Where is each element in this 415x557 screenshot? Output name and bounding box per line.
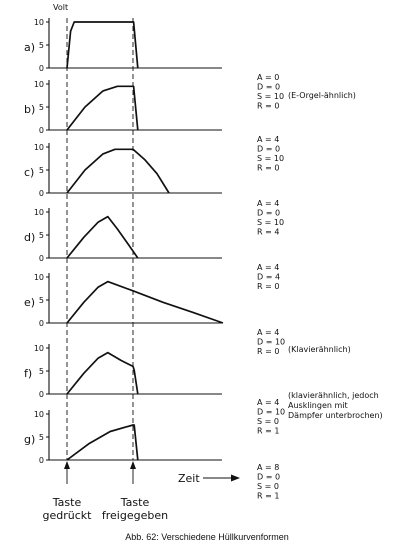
envelope-curve [66,424,139,461]
key-press-label-line2: gedrückt [43,509,93,522]
param-text: R = 0 [257,164,279,173]
param-text: R = 4 [257,228,279,237]
y-tick-label: 0 [39,189,44,198]
y-unit-label: Volt [53,3,68,12]
key-release-label-line1: Taste [120,496,150,509]
note-text: Ausklingen mit [288,401,348,410]
param-text: S = 10 [257,218,284,227]
panel-label: e) [24,296,35,309]
param-text: D = 0 [257,145,280,154]
y-tick-label: 0 [39,319,44,328]
param-text: A = 4 [257,328,279,337]
note-text: Dämpfer unterbrochen) [288,411,383,420]
envelope-curve [66,85,139,131]
note-text: (E-Orgel-ähnlich) [288,91,356,100]
y-tick-label: 10 [34,273,44,282]
time-axis-label: Zeit [178,472,240,485]
param-text: D = 0 [257,209,280,218]
panel-label: d) [24,231,35,244]
time-label: Zeit [178,472,200,485]
y-tick-label: 10 [34,143,44,152]
param-text: D = 4 [257,273,280,282]
param-text: A = 4 [257,263,279,272]
note-text: (Klavierähnlich) [288,345,351,354]
panel-label: a) [24,41,35,54]
envelope-curve [66,148,170,194]
param-text: R = 0 [257,282,279,291]
y-tick-label: 0 [39,64,44,73]
param-text: A = 4 [257,199,279,208]
param-text: D = 0 [257,83,280,92]
y-tick-label: 5 [39,41,44,50]
param-text: D = 10 [257,408,285,417]
panel-label: f) [24,367,32,380]
param-text: D = 10 [257,338,285,347]
y-tick-label: 5 [39,166,44,175]
panel-label: g) [24,433,35,446]
param-text: R = 0 [257,102,279,111]
y-tick-label: 5 [39,103,44,112]
envelope-panel: f) 0 5 10 A = 4D = 10S = 0R = 1 (klavierähnli… [24,344,383,436]
param-text: S = 10 [257,154,284,163]
envelope-curve [66,215,139,259]
y-tick-label: 5 [39,433,44,442]
y-tick-label: 10 [34,410,44,419]
y-tick-label: 10 [34,208,44,217]
y-tick-label: 10 [34,18,44,27]
param-text: S = 0 [257,417,279,426]
param-text: A = 8 [257,463,279,472]
y-tick-label: 0 [39,126,44,135]
param-text: R = 0 [257,347,279,356]
y-tick-label: 0 [39,254,44,263]
note-text: (klavierähnlich, jedoch [288,391,379,400]
param-text: S = 10 [257,92,284,101]
envelope-panel: d) 0 5 10 A = 4D = 4R = 0 [24,208,280,291]
key-press-label-line1: Taste [52,496,82,509]
param-text: A = 0 [257,73,279,82]
y-tick-label: 0 [39,456,44,465]
y-tick-label: 10 [34,344,44,353]
param-text: R = 1 [257,427,279,436]
key-markers: Taste gedrückt Taste freigegeben [43,18,168,522]
envelope-curve [66,280,224,324]
panel-label: c) [24,166,34,179]
time-arrow-head [231,474,240,482]
y-tick-label: 5 [39,231,44,240]
y-tick-label: 5 [39,367,44,376]
param-text: A = 4 [257,398,279,407]
figure-caption: Abb. 62: Verschiedene Hüllkurvenformen [125,532,289,542]
key-release-label-line2: freigegeben [102,509,168,522]
param-text: D = 0 [257,473,280,482]
envelope-panel: a) 0 5 10 A = 0D = 0S = 10R = 0 (E-Orgel-ähnl… [24,18,356,111]
panel-label: b) [24,103,35,116]
y-tick-label: 0 [39,390,44,399]
y-tick-label: 5 [39,296,44,305]
y-tick-label: 10 [34,80,44,89]
param-text: S = 0 [257,482,279,491]
param-text: A = 4 [257,135,279,144]
envelope-curve [66,351,139,395]
envelope-curve [66,21,139,69]
param-text: R = 1 [257,492,279,501]
